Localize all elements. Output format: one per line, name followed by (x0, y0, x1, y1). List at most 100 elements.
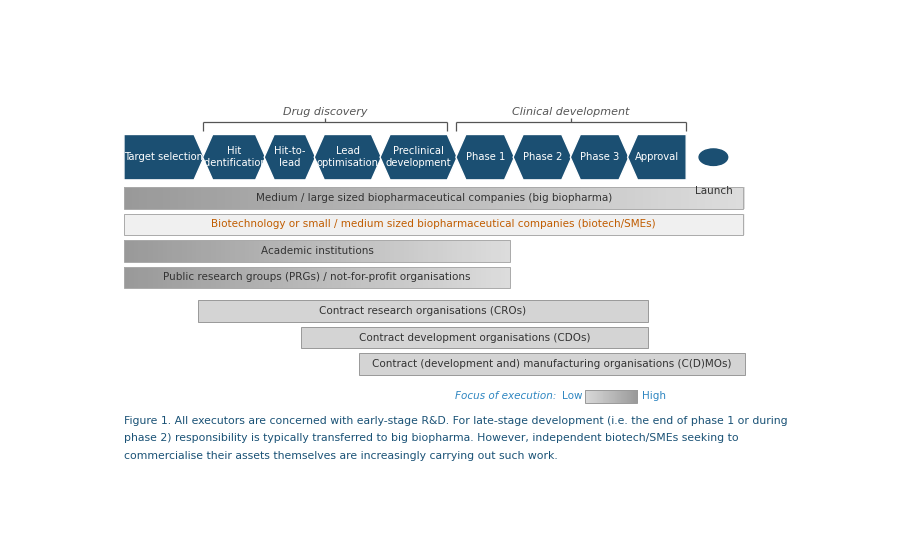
Bar (372, 214, 380, 235)
Bar (615, 390, 616, 403)
Bar (736, 187, 745, 209)
Bar (279, 266, 284, 288)
Bar (496, 187, 505, 209)
Bar (720, 187, 729, 209)
Bar (500, 266, 507, 288)
Bar (210, 214, 218, 235)
Bar (585, 390, 637, 403)
Bar (488, 187, 497, 209)
Bar (167, 266, 174, 288)
Bar (628, 214, 636, 235)
Bar (197, 240, 202, 262)
Bar (264, 266, 270, 288)
Bar (612, 187, 620, 209)
Bar (705, 214, 713, 235)
Bar (534, 214, 543, 235)
Bar (472, 240, 477, 262)
Bar (612, 390, 614, 403)
Bar (666, 214, 675, 235)
Bar (622, 390, 624, 403)
Bar (619, 187, 629, 209)
Bar (527, 187, 535, 209)
Polygon shape (314, 135, 381, 180)
Text: Medium / large sized biopharmaceutical companies (big biopharma): Medium / large sized biopharmaceutical c… (256, 193, 612, 203)
Bar (356, 187, 366, 209)
Text: Low: Low (562, 391, 582, 401)
Bar (225, 266, 232, 288)
Bar (370, 266, 376, 288)
Bar (233, 187, 241, 209)
Bar (603, 390, 604, 403)
Bar (201, 214, 210, 235)
Text: Drug discovery: Drug discovery (282, 107, 367, 117)
Bar (623, 390, 625, 403)
Bar (411, 187, 419, 209)
Bar (600, 390, 602, 403)
Bar (235, 240, 241, 262)
Bar (182, 240, 187, 262)
Bar (450, 214, 458, 235)
Polygon shape (264, 135, 316, 180)
Bar (245, 266, 250, 288)
Bar (153, 240, 159, 262)
Bar (318, 214, 327, 235)
Text: Biotechnology or small / medium sized biopharmaceutical companies (biotech/SMEs): Biotechnology or small / medium sized bi… (211, 219, 656, 229)
Bar (404, 266, 410, 288)
Bar (534, 187, 543, 209)
Bar (132, 187, 140, 209)
Polygon shape (203, 135, 266, 180)
Bar (364, 187, 373, 209)
Bar (327, 266, 332, 288)
Bar (293, 266, 299, 288)
Bar (481, 266, 487, 288)
Bar (248, 187, 257, 209)
Bar (333, 187, 342, 209)
Bar (177, 240, 183, 262)
Bar (441, 187, 450, 209)
Bar (595, 390, 597, 403)
Bar (399, 240, 405, 262)
Bar (596, 187, 605, 209)
Bar (138, 266, 144, 288)
Bar (488, 214, 497, 235)
Bar (418, 214, 427, 235)
Bar (240, 240, 246, 262)
Bar (303, 240, 308, 262)
Bar (256, 187, 264, 209)
Text: Phase 3: Phase 3 (580, 152, 619, 162)
Bar (375, 266, 381, 288)
Bar (443, 266, 449, 288)
Bar (697, 214, 706, 235)
Bar (434, 187, 442, 209)
Text: Hit
identification: Hit identification (201, 146, 267, 168)
Bar (198, 300, 648, 322)
Bar (394, 266, 401, 288)
Bar (129, 240, 135, 262)
Bar (379, 214, 389, 235)
Bar (230, 240, 236, 262)
Bar (322, 240, 328, 262)
Bar (399, 266, 405, 288)
Bar (186, 214, 195, 235)
Bar (491, 266, 497, 288)
Bar (620, 390, 622, 403)
Bar (581, 187, 590, 209)
Text: Public research groups (PRGs) / not-for-profit organisations: Public research groups (PRGs) / not-for-… (163, 272, 471, 282)
Bar (616, 390, 617, 403)
Bar (550, 187, 558, 209)
Bar (628, 390, 629, 403)
Bar (613, 390, 615, 403)
Bar (428, 266, 434, 288)
Bar (642, 214, 652, 235)
Text: Preclinical
development: Preclinical development (386, 146, 451, 168)
Bar (167, 240, 174, 262)
Bar (630, 390, 631, 403)
Bar (607, 390, 609, 403)
Text: commercialise their assets themselves are increasingly carrying out such work.: commercialise their assets themselves ar… (124, 451, 557, 460)
Bar (318, 266, 323, 288)
Bar (503, 187, 512, 209)
Bar (385, 266, 390, 288)
Bar (240, 266, 246, 288)
Bar (414, 240, 420, 262)
Bar (621, 390, 623, 403)
